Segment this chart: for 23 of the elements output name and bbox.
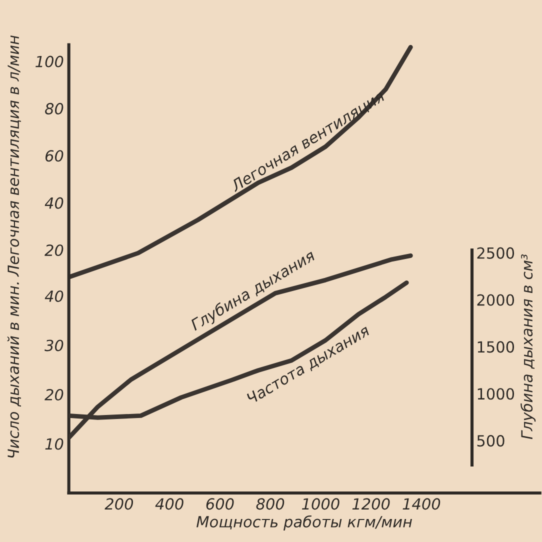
x-tick-label: 1400	[402, 498, 440, 510]
y2-tick-label: 1000	[478, 388, 514, 400]
x-tick-label: 400	[155, 498, 184, 510]
y-tick-label: 20	[44, 244, 64, 256]
x-tick-label: 1000	[302, 498, 340, 510]
y2-axis-title: Глубина дыхания в см³	[520, 254, 536, 440]
y-tick-label: 80	[45, 102, 64, 114]
y3-tick-label: 10	[45, 438, 64, 450]
y3-axis-title: Число дыханий в мин.	[7, 282, 21, 458]
x-tick-label: 600	[206, 498, 234, 510]
y-axis-title: Легочная вентиляция в л/мин	[8, 35, 21, 277]
y2-tick-label: 2000	[477, 294, 514, 306]
x-tick-label: 200	[104, 498, 134, 510]
y2-tick-label: 1500	[478, 341, 514, 353]
y-tick-label: 60	[45, 150, 64, 162]
x-tick-label: 1200	[352, 498, 390, 510]
y-tick-label: 100	[36, 56, 64, 68]
y3-tick-label: 30	[44, 340, 64, 352]
y-tick-label: 40	[44, 197, 64, 209]
x-tick-label: 800	[256, 498, 284, 510]
x-axis-title: Мощность работы кгм/мин	[196, 515, 412, 530]
y2-tick-label: 500	[477, 435, 504, 447]
y2-tick-label: 2500	[477, 247, 514, 259]
